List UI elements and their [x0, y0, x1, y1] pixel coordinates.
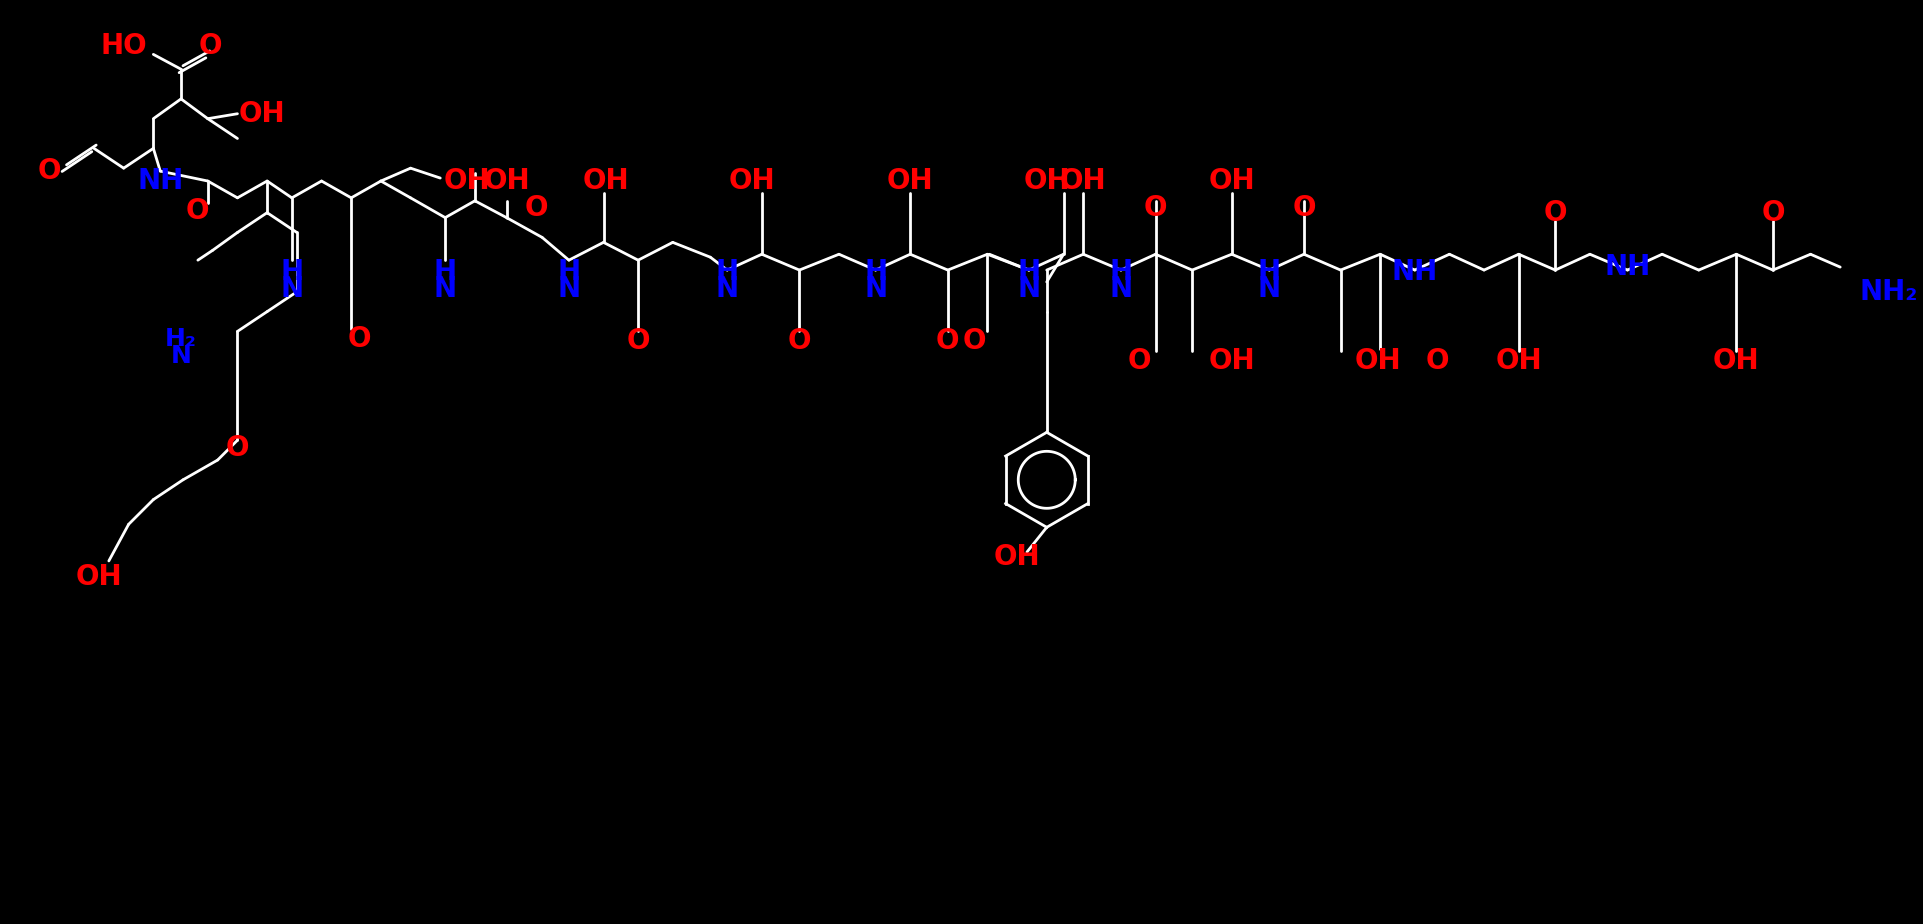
Text: OH: OH — [75, 563, 123, 590]
Text: OH: OH — [729, 167, 775, 195]
Text: O: O — [963, 327, 986, 356]
Text: O: O — [627, 327, 650, 356]
Text: HO: HO — [100, 32, 146, 60]
Text: OH: OH — [1356, 347, 1402, 375]
Text: H: H — [281, 258, 304, 286]
Text: O: O — [187, 197, 210, 225]
Text: OH: OH — [442, 167, 490, 195]
Text: OH: OH — [1713, 347, 1760, 375]
Text: O: O — [348, 325, 371, 353]
Text: O: O — [198, 32, 223, 60]
Text: O: O — [1129, 347, 1152, 375]
Text: N: N — [863, 274, 887, 303]
Text: O: O — [1292, 194, 1315, 222]
Text: O: O — [1544, 199, 1567, 226]
Text: NH: NH — [1604, 253, 1650, 281]
Text: OH: OH — [1208, 167, 1256, 195]
Text: H: H — [1017, 258, 1040, 286]
Text: OH: OH — [238, 100, 285, 128]
Text: O: O — [38, 157, 62, 185]
Text: N: N — [1110, 274, 1133, 303]
Text: H: H — [1258, 258, 1281, 286]
Text: OH: OH — [1208, 347, 1256, 375]
Text: NH: NH — [1392, 258, 1438, 286]
Text: O: O — [788, 327, 812, 356]
Text: N: N — [1258, 274, 1281, 303]
Text: N: N — [171, 344, 192, 368]
Text: NH: NH — [137, 167, 183, 195]
Text: O: O — [1144, 194, 1167, 222]
Text: OH: OH — [483, 167, 531, 195]
Text: O: O — [1425, 347, 1450, 375]
Text: O: O — [525, 194, 548, 222]
Text: OH: OH — [583, 167, 629, 195]
Text: O: O — [937, 327, 960, 356]
Text: H₂: H₂ — [165, 327, 196, 351]
Text: N: N — [1017, 274, 1040, 303]
Text: H: H — [715, 258, 738, 286]
Text: OH: OH — [1023, 167, 1069, 195]
Text: OH: OH — [994, 543, 1040, 571]
Text: N: N — [435, 274, 458, 303]
Text: O: O — [225, 434, 250, 462]
Text: O: O — [1761, 199, 1785, 226]
Text: OH: OH — [1060, 167, 1106, 195]
Text: H: H — [435, 258, 458, 286]
Text: N: N — [715, 274, 738, 303]
Text: OH: OH — [1496, 347, 1542, 375]
Text: NH₂: NH₂ — [1860, 278, 1919, 306]
Text: H: H — [863, 258, 887, 286]
Text: N: N — [281, 274, 304, 303]
Text: N: N — [558, 274, 581, 303]
Text: OH: OH — [887, 167, 933, 195]
Text: H: H — [1110, 258, 1133, 286]
Text: H: H — [558, 258, 581, 286]
